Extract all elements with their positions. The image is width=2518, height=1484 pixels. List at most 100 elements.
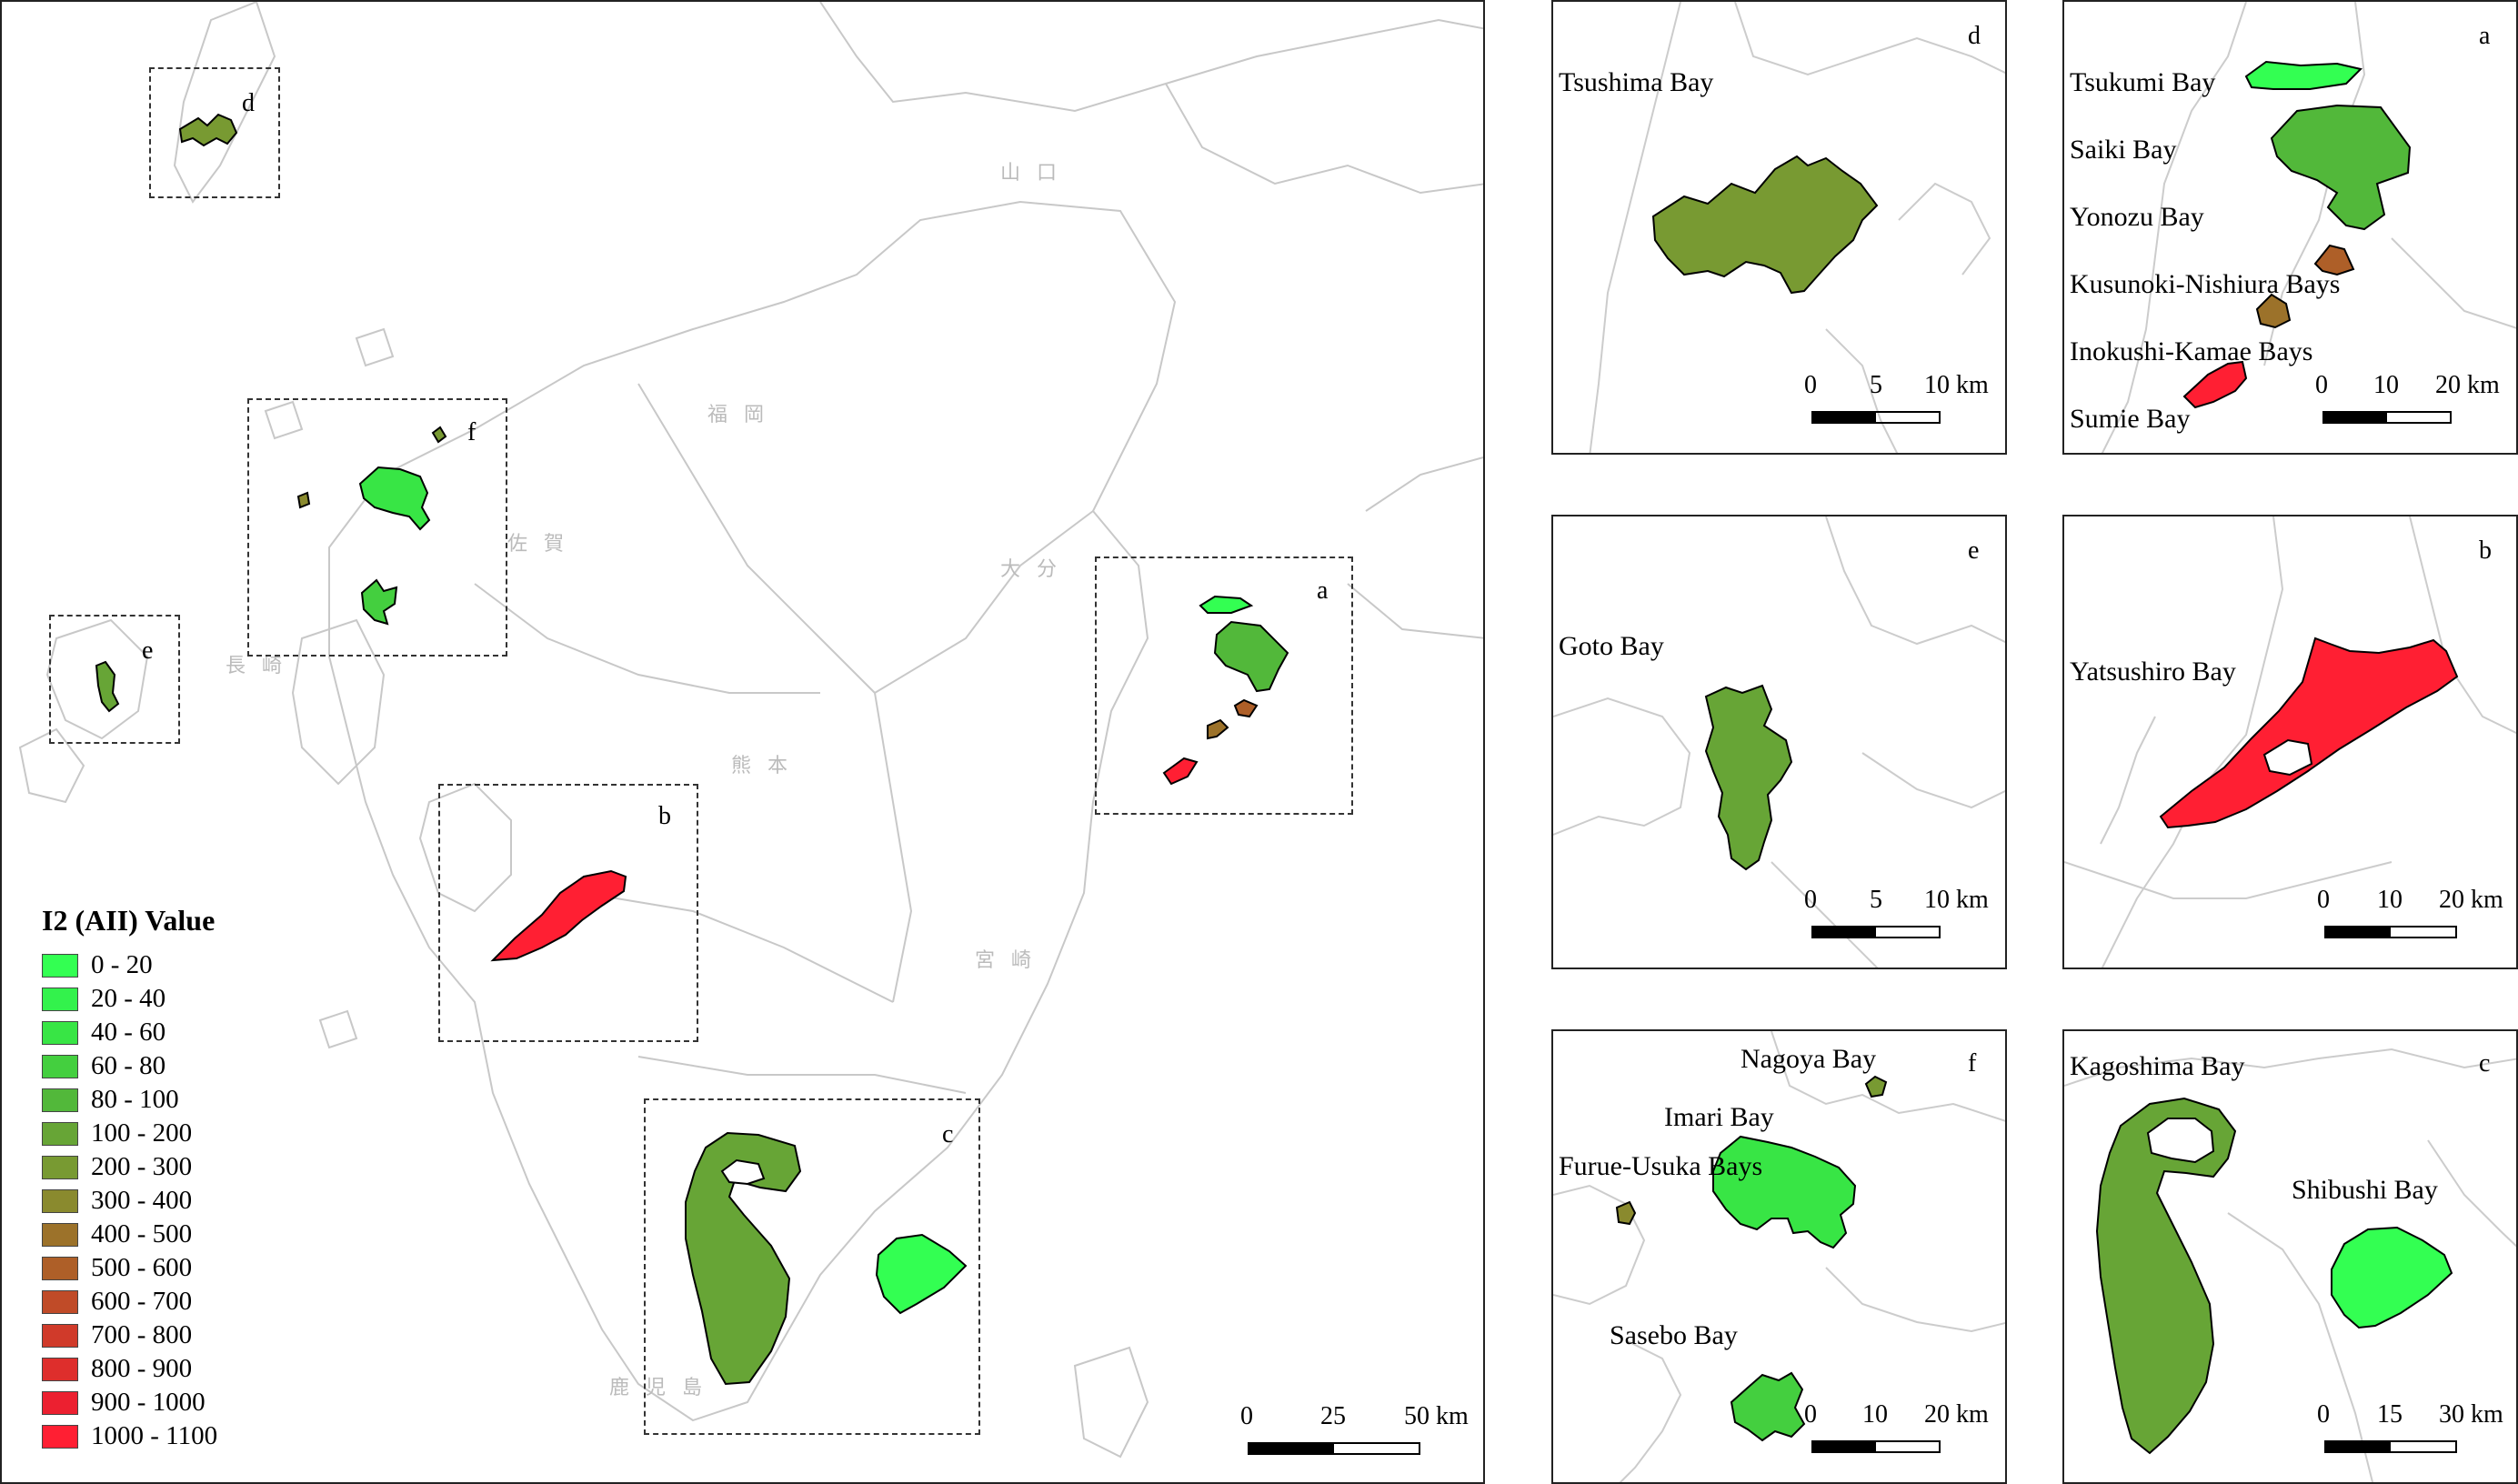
scale-tick-0: 0: [1804, 371, 1817, 399]
bay-label-yatsushiro: Yatsushiro Bay: [2070, 657, 2236, 687]
legend-item: 100 - 200: [42, 1117, 217, 1150]
panel-e: e Goto Bay 0 5 10 km: [1551, 515, 2007, 969]
legend-label: 80 - 100: [91, 1085, 179, 1114]
legend-swatch: [42, 1357, 78, 1381]
bay-label-inokushi-kamae: Inokushi-Kamae Bays: [2070, 336, 2313, 366]
main-scale-bar: 0 25 50 km: [1240, 1402, 1469, 1457]
legend-label: 300 - 400: [91, 1186, 193, 1215]
panel-e-scale-bar: 0 5 10 km: [1804, 886, 1989, 940]
panel-f: f Nagoya Bay Imari Bay Furue-Usuka Bays …: [1551, 1029, 2007, 1484]
bay-label-shibushi: Shibushi Bay: [2292, 1175, 2438, 1205]
scale-tick-0: 0: [1804, 1400, 1817, 1429]
scale-tick-1: 10: [2373, 371, 2399, 399]
inset-box-a[interactable]: [1095, 556, 1353, 815]
legend-swatch: [42, 987, 78, 1011]
legend-swatch: [42, 953, 78, 978]
legend-item: 80 - 100: [42, 1083, 217, 1117]
bay-label-kusunoki-nishiura: Kusunoki-Nishiura Bays: [2070, 269, 2341, 299]
legend-swatch: [42, 1054, 78, 1078]
legend-swatch: [42, 1390, 78, 1415]
bay-label-sasebo: Sasebo Bay: [1610, 1320, 1738, 1350]
prefecture-saga: 佐賀: [507, 532, 581, 555]
inset-letter-e: e: [142, 637, 154, 665]
panel-a-scale-bar: 0 10 20 km: [2315, 371, 2500, 426]
legend-label: 400 - 500: [91, 1219, 193, 1248]
panel-d: d Tsushima Bay 0 5 10 km: [1551, 0, 2007, 455]
panel-c-scale-bar: 0 15 30 km: [2317, 1400, 2503, 1455]
legend-swatch: [42, 1020, 78, 1045]
prefecture-miyazaki: 宮崎: [975, 948, 1048, 971]
legend-swatch: [42, 1289, 78, 1314]
scale-tick-2: 30 km: [2439, 1400, 2503, 1429]
panel-b: b Yatsushiro Bay 0 10 20 km: [2062, 515, 2518, 969]
panel-letter-e: e: [1968, 536, 1980, 565]
legend-label: 600 - 700: [91, 1287, 193, 1316]
legend-item: 60 - 80: [42, 1049, 217, 1083]
scale-tick-0: 0: [2317, 1400, 2330, 1429]
inset-letter-f: f: [467, 418, 477, 446]
inset-letter-d: d: [242, 89, 255, 117]
legend-item: 200 - 300: [42, 1150, 217, 1184]
scale-tick-2: 20 km: [2439, 886, 2503, 914]
inset-letter-a: a: [1317, 577, 1329, 605]
scale-tick-2: 10 km: [1924, 886, 1989, 914]
bay-label-nagoya: Nagoya Bay: [1741, 1044, 1877, 1074]
legend-item: 40 - 60: [42, 1016, 217, 1049]
bay-label-tsukumi: Tsukumi Bay: [2070, 67, 2216, 97]
legend-item: 20 - 40: [42, 982, 217, 1016]
bay-label-goto: Goto Bay: [1559, 631, 1664, 661]
legend-swatch: [42, 1155, 78, 1179]
scale-tick-0: 0: [1240, 1402, 1253, 1430]
scale-tick-0: 0: [1804, 886, 1817, 914]
legend-swatch: [42, 1222, 78, 1247]
panel-letter-d: d: [1968, 22, 1981, 50]
bay-label-sumie: Sumie Bay: [2070, 404, 2191, 434]
prefecture-oita: 大分: [1000, 557, 1074, 580]
legend-label: 100 - 200: [91, 1118, 193, 1148]
legend-item: 400 - 500: [42, 1218, 217, 1251]
prefecture-nagasaki: 長崎: [226, 654, 299, 677]
panel-b-scale-bar: 0 10 20 km: [2317, 886, 2503, 940]
legend-swatch: [42, 1188, 78, 1213]
legend-title: I2 (AII) Value: [42, 904, 216, 937]
legend: I2 (AII) Value 0 - 20 20 - 40 40 - 60 60 - …: [42, 904, 217, 1453]
legend-item: 800 - 900: [42, 1352, 217, 1386]
legend-item: 0 - 20: [42, 948, 217, 982]
inset-box-e[interactable]: [49, 615, 180, 744]
legend-label: 1000 - 1100: [91, 1421, 218, 1450]
scale-tick-2: 20 km: [1924, 1400, 1989, 1429]
scale-tick-1: 10: [2377, 886, 2403, 914]
legend-label: 700 - 800: [91, 1320, 193, 1349]
panel-c: c Kagoshima Bay Shibushi Bay 0 15 30 km: [2062, 1029, 2518, 1484]
scale-tick-2: 50 km: [1404, 1402, 1469, 1430]
prefecture-yamaguchi: 山口: [1000, 161, 1074, 184]
inset-letter-b: b: [658, 802, 671, 830]
scale-tick-2: 20 km: [2435, 371, 2500, 399]
legend-label: 200 - 300: [91, 1152, 193, 1181]
scale-tick-1: 5: [1870, 371, 1882, 399]
panel-a: a Tsukumi Bay Saiki Bay Yonozu Bay Kusun…: [2062, 0, 2518, 455]
panel-d-scale-bar: 0 5 10 km: [1804, 371, 1989, 426]
legend-label: 500 - 600: [91, 1253, 193, 1282]
inset-letter-c: c: [942, 1120, 954, 1148]
bay-label-yonozu: Yonozu Bay: [2070, 202, 2204, 232]
legend-swatch: [42, 1121, 78, 1146]
bay-label-tsushima: Tsushima Bay: [1559, 67, 1714, 97]
legend-item: 500 - 600: [42, 1251, 217, 1285]
bay-label-furue-usuka: Furue-Usuka Bays: [1559, 1151, 1763, 1181]
scale-tick-0: 0: [2317, 886, 2330, 914]
scale-tick-1: 25: [1320, 1402, 1346, 1430]
scale-tick-0: 0: [2315, 371, 2328, 399]
legend-item: 300 - 400: [42, 1184, 217, 1218]
prefecture-kumamoto: 熊本: [731, 754, 805, 777]
scale-tick-1: 5: [1870, 886, 1882, 914]
panel-letter-a: a: [2479, 22, 2491, 50]
inset-box-f[interactable]: [247, 398, 507, 657]
inset-box-c[interactable]: [644, 1098, 980, 1435]
inset-box-b[interactable]: [438, 784, 698, 1042]
legend-swatch: [42, 1088, 78, 1112]
legend-swatch: [42, 1424, 78, 1449]
legend-rows: 0 - 20 20 - 40 40 - 60 60 - 80 80 - 100 100 -…: [42, 948, 217, 1453]
inset-box-d[interactable]: [149, 67, 280, 198]
legend-swatch: [42, 1323, 78, 1348]
